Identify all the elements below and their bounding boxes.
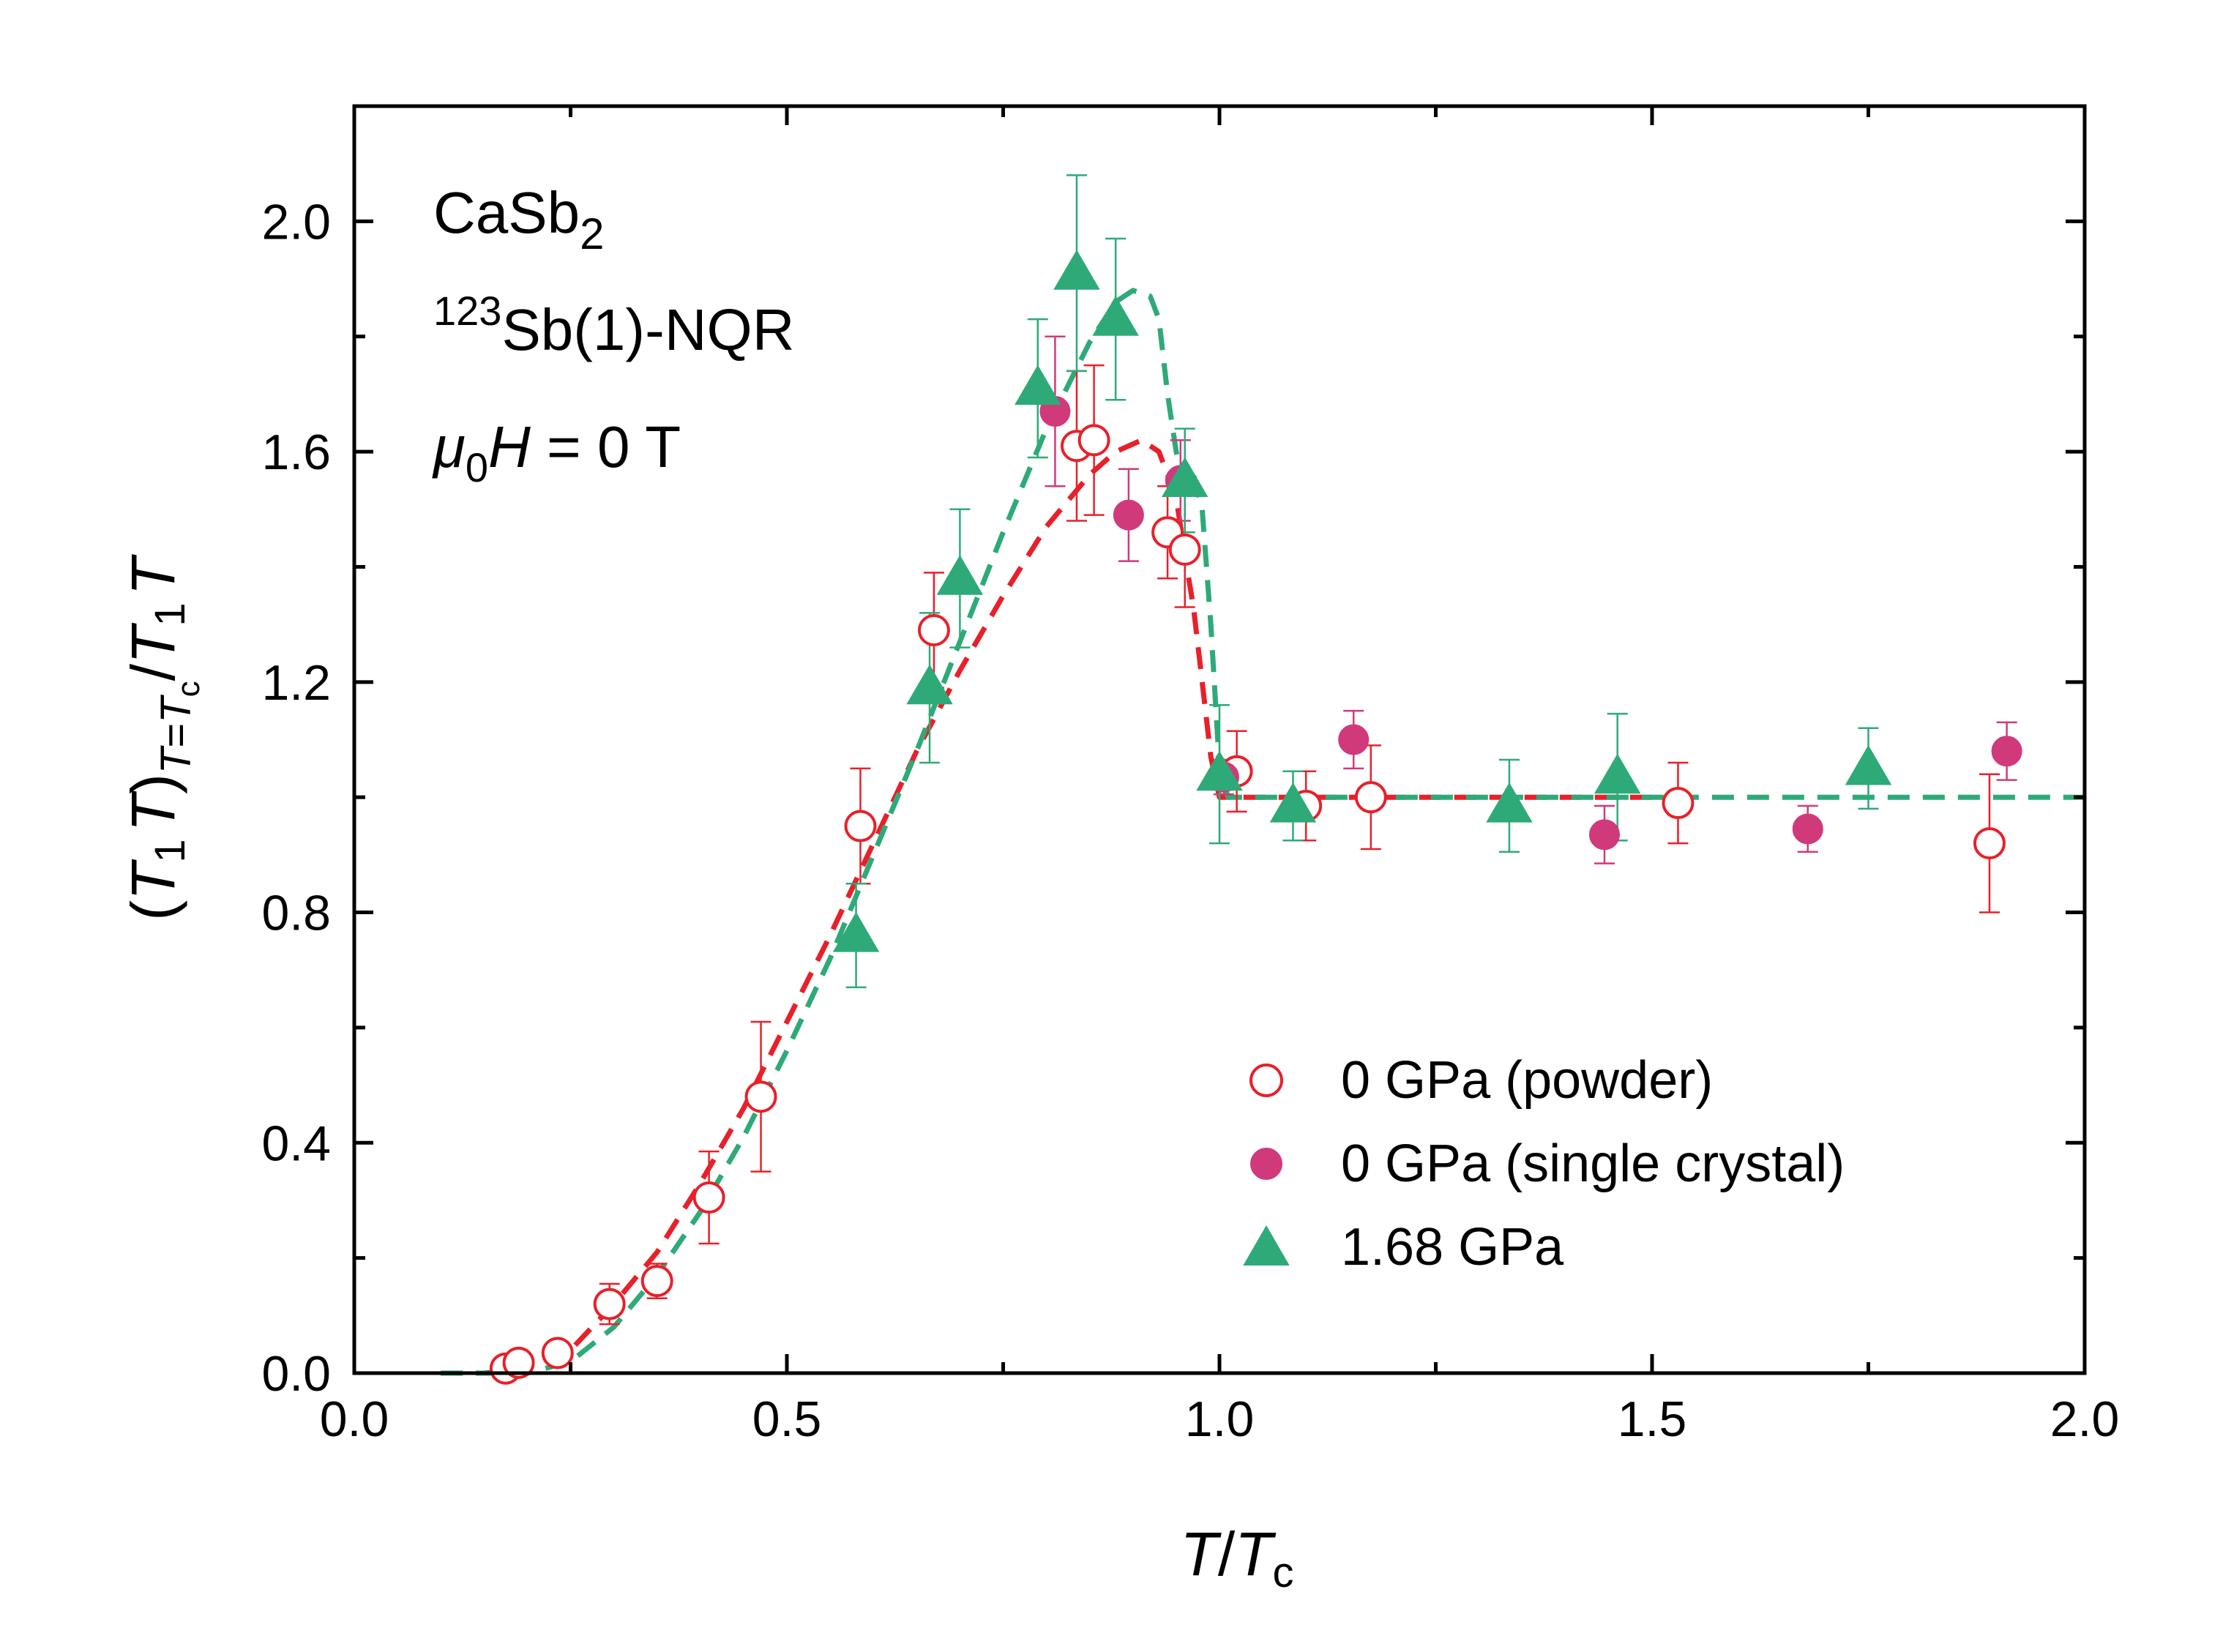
x-tick-label: 0.5	[752, 1391, 822, 1447]
fit-curve	[441, 437, 1652, 1376]
fit-lines	[441, 288, 2085, 1376]
y-tick-label: 1.2	[261, 655, 331, 711]
data-point-single-crystal	[1113, 499, 1144, 531]
data-markers	[489, 250, 2022, 1385]
data-point-pressure	[1053, 250, 1100, 290]
data-point-pressure	[1161, 457, 1208, 498]
legend: 0 GPa (powder) 0 GPa (single crystal) 1.…	[1243, 1051, 1845, 1277]
data-point-powder	[917, 614, 950, 647]
x-tick-label: 1.0	[1185, 1391, 1255, 1447]
annotation-field: μ0H = 0 T	[432, 414, 681, 490]
data-point-powder	[541, 1337, 574, 1369]
data-point-pressure	[906, 664, 953, 705]
data-point-pressure	[1196, 750, 1243, 791]
x-tick-label: 0.0	[320, 1391, 389, 1447]
annotation-nucleus: 123Sb(1)-NQR	[433, 288, 794, 362]
y-tick-label: 0.0	[261, 1346, 331, 1402]
legend-marker-pressure	[1243, 1225, 1290, 1266]
data-point-powder	[744, 1080, 777, 1113]
data-point-single-crystal	[1588, 819, 1620, 851]
data-point-single-crystal	[1338, 724, 1370, 755]
x-tick-label: 2.0	[2050, 1391, 2120, 1447]
data-point-pressure	[1594, 753, 1641, 794]
annotation-compound: CaSb2	[433, 180, 605, 258]
data-point-single-crystal	[1792, 813, 1823, 845]
tick-labels: 0.0 0.5 1.0 1.5 2.0 0.0 0.4 0.8 1.2 1.6 2.0	[261, 194, 2119, 1447]
y-tick-label: 0.8	[261, 886, 331, 941]
x-axis-title: T/Tc	[1181, 1520, 1294, 1596]
data-point-powder	[593, 1287, 626, 1320]
data-point-powder	[1168, 533, 1201, 566]
legend-marker-single-crystal	[1250, 1148, 1282, 1180]
x-tick-label: 1.5	[1618, 1391, 1687, 1447]
y-tick-label: 0.4	[261, 1115, 331, 1171]
data-point-pressure	[1486, 782, 1533, 823]
data-point-powder	[844, 810, 877, 842]
data-point-pressure	[1269, 782, 1317, 823]
legend-marker-powder	[1249, 1064, 1283, 1097]
fit-curve	[441, 288, 2085, 1376]
data-point-powder	[1354, 781, 1387, 814]
legend-label-pressure: 1.68 GPa	[1341, 1218, 1564, 1277]
data-point-pressure	[936, 555, 984, 595]
data-point-powder	[502, 1346, 535, 1379]
data-point-powder	[1973, 827, 2006, 860]
data-point-pressure	[1845, 744, 1892, 785]
legend-label-powder: 0 GPa (powder)	[1341, 1051, 1713, 1110]
legend-label-single-crystal: 0 GPa (single crystal)	[1341, 1135, 1845, 1193]
axis-ticks	[352, 104, 2087, 1375]
data-point-pressure	[1015, 365, 1061, 405]
y-tick-label: 1.6	[261, 425, 331, 480]
data-point-pressure	[832, 912, 880, 952]
data-point-powder	[640, 1265, 673, 1298]
y-axis-title: (T1T)T=Tc/T1T	[119, 553, 206, 921]
data-point-powder	[1077, 424, 1110, 457]
data-point-pressure	[1092, 296, 1139, 336]
data-point-powder	[1662, 787, 1695, 820]
data-point-powder	[692, 1181, 725, 1214]
data-point-single-crystal	[1991, 736, 2022, 767]
y-tick-label: 2.0	[261, 194, 331, 250]
